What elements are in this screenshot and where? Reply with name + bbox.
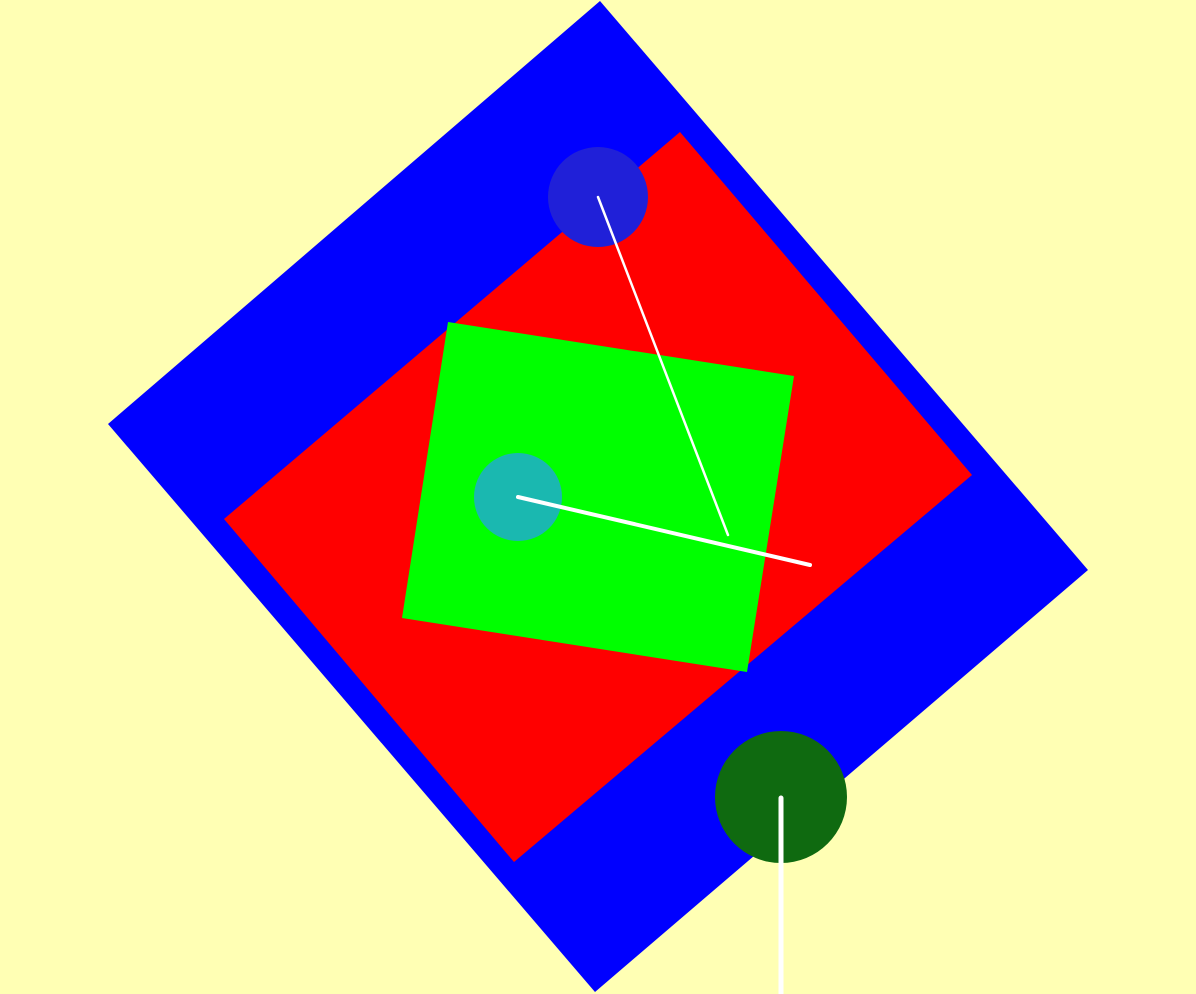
inner-square xyxy=(402,322,794,672)
top-dial-needle xyxy=(596,195,730,537)
center-dial-needle xyxy=(516,495,812,567)
